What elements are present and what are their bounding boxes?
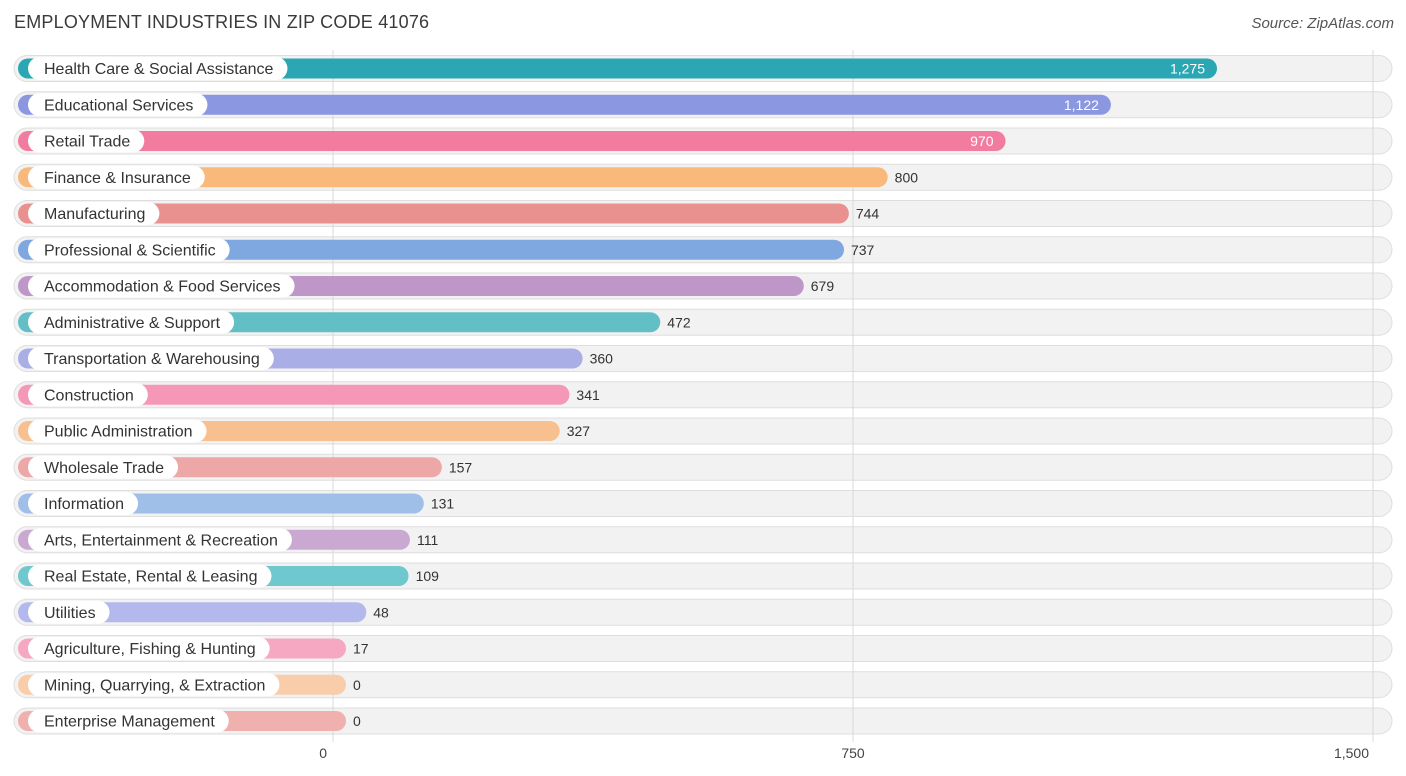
bar-row: Manufacturing 744 (18, 202, 879, 225)
category-label: Agriculture, Fishing & Hunting (44, 641, 256, 658)
category-label: Retail Trade (44, 134, 130, 151)
category-label: Educational Services (44, 97, 193, 114)
category-label: Enterprise Management (44, 714, 215, 731)
x-tick-label: 750 (841, 745, 865, 761)
category-label-pill (28, 564, 272, 588)
value-label: 800 (895, 169, 919, 185)
bar-row: Public Administration 327 (18, 419, 591, 443)
category-label-pill (28, 709, 229, 733)
value-label: 0 (353, 677, 361, 693)
category-label-pill (28, 202, 160, 225)
value-label: 341 (576, 387, 600, 403)
bar-row: Mining, Quarrying, & Extraction 0 (18, 673, 361, 697)
bar-row: Arts, Entertainment & Recreation 111 (18, 528, 438, 552)
category-label-pill (28, 383, 148, 407)
category-label-pill (28, 129, 145, 153)
category-label: Utilities (44, 605, 96, 622)
category-label-pill (28, 673, 280, 697)
category-label: Health Care & Social Assistance (44, 61, 274, 78)
category-label: Arts, Entertainment & Recreation (44, 532, 278, 549)
category-label-pill (28, 347, 274, 370)
bars: Health Care & Social Assistance 1,275 Educ… (18, 57, 1217, 733)
bar-row: Transportation & Warehousing 360 (18, 347, 613, 370)
bar-row: Administrative & Support 472 (18, 310, 691, 334)
bar-row: Educational Services 1,122 (18, 93, 1111, 117)
value-label: 111 (417, 532, 438, 548)
bar-row: Finance & Insurance 800 (18, 165, 919, 189)
bar (18, 384, 570, 405)
category-label: Finance & Insurance (44, 170, 191, 187)
category-label: Manufacturing (44, 206, 145, 223)
value-label: 679 (811, 278, 835, 294)
category-label: Administrative & Support (44, 315, 221, 332)
value-label: 131 (431, 496, 455, 512)
row-background (13, 635, 1393, 662)
value-label: 157 (449, 459, 473, 475)
category-label: Transportation & Warehousing (44, 351, 260, 368)
x-axis-ticks: 0 750 1,500 (319, 745, 1369, 761)
category-label: Real Estate, Rental & Leasing (44, 569, 257, 586)
bar (18, 167, 888, 188)
value-label: 737 (851, 242, 875, 258)
category-label-pill (28, 57, 288, 80)
bar-row: Wholesale Trade 157 (18, 455, 473, 479)
category-label: Public Administration (44, 424, 193, 441)
bar-row: Information 131 (18, 492, 454, 515)
category-label-pill (28, 637, 270, 660)
bar-row: Agriculture, Fishing & Hunting 17 (18, 637, 369, 660)
category-label: Professional & Scientific (44, 242, 216, 259)
bar-row: Utilities 48 (18, 600, 389, 624)
category-label-pill (28, 310, 235, 334)
category-label-pill (28, 455, 179, 479)
category-label: Construction (44, 387, 134, 404)
category-label-pill (28, 165, 205, 189)
bar-row: Professional & Scientific 737 (18, 238, 875, 262)
value-label: 109 (416, 568, 440, 584)
bar-row: Real Estate, Rental & Leasing 109 (18, 564, 440, 588)
bar-row: Construction 341 (18, 383, 600, 407)
value-label: 744 (856, 206, 880, 222)
category-label-pill (28, 419, 207, 443)
row-background (13, 707, 1393, 735)
x-tick-label: 1,500 (1334, 745, 1369, 761)
bar (18, 94, 1111, 115)
value-label: 360 (590, 351, 614, 367)
category-label-pill (28, 274, 295, 298)
category-label-pill (28, 528, 292, 552)
value-label: 1,122 (1064, 97, 1099, 113)
chart-title: EMPLOYMENT INDUSTRIES IN ZIP CODE 41076 (14, 12, 430, 32)
bar-row: Accommodation & Food Services 679 (18, 274, 835, 298)
category-label: Accommodation & Food Services (44, 279, 281, 296)
value-label: 472 (667, 314, 691, 330)
bar (18, 131, 1006, 151)
value-label: 970 (970, 133, 994, 149)
category-label: Information (44, 496, 124, 513)
category-label-pill (28, 93, 208, 117)
value-label: 327 (567, 423, 591, 439)
chart-source: Source: ZipAtlas.com (1251, 15, 1394, 32)
value-label: 1,275 (1170, 61, 1205, 77)
bar-row: Retail Trade 970 (18, 129, 1006, 153)
bar (18, 58, 1217, 79)
x-tick-label: 0 (319, 745, 327, 761)
bar-row: Health Care & Social Assistance 1,275 (18, 57, 1217, 80)
category-label: Mining, Quarrying, & Extraction (44, 677, 265, 694)
category-label: Wholesale Trade (44, 460, 164, 477)
category-label-pill (28, 492, 139, 515)
value-label: 48 (373, 604, 389, 620)
category-label-pill (28, 238, 230, 262)
value-label: 17 (353, 641, 369, 657)
row-background (13, 671, 1393, 699)
bar-row: Enterprise Management 0 (18, 709, 361, 733)
category-label-pill (28, 600, 110, 624)
value-label: 0 (353, 713, 361, 729)
bar (18, 203, 849, 224)
